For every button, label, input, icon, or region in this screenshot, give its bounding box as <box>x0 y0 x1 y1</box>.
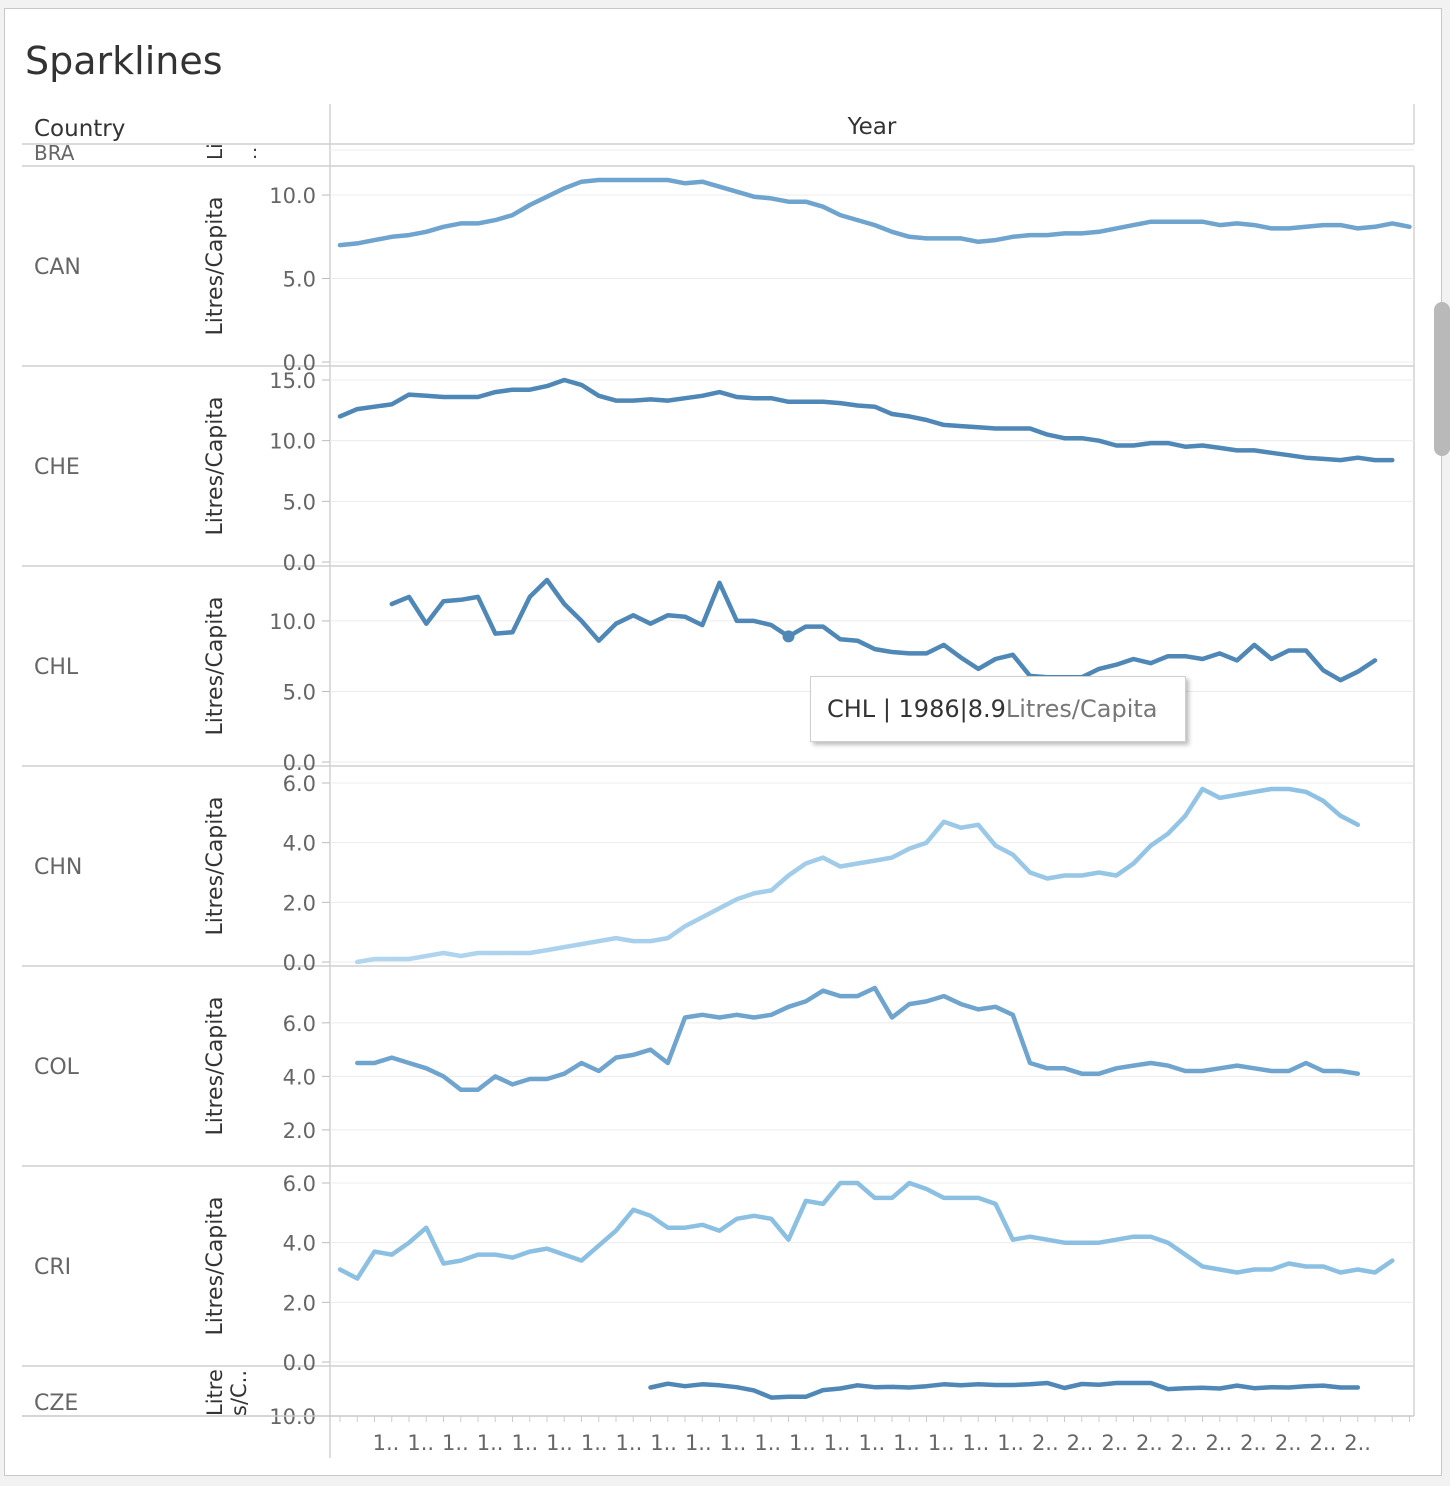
vertical-scrollbar-thumb[interactable] <box>1434 302 1450 456</box>
y-axis-title: Litres/Capita <box>203 997 228 1136</box>
x-tick-label: 2.. <box>1205 1431 1232 1455</box>
y-tick-label: 10.0 <box>269 610 316 634</box>
dashboard-frame: Sparklines <box>4 8 1442 1476</box>
y-tick-label: 15.0 <box>269 369 316 393</box>
tooltip-separator: | <box>875 695 899 723</box>
row-label-che: CHE <box>34 455 80 480</box>
x-tick-label: 1.. <box>858 1431 885 1455</box>
x-tick-label: 2.. <box>1310 1431 1337 1455</box>
y-tick-label: 0.0 <box>283 951 316 975</box>
pane-cri: CRI Litres/Capita 0.0 2.0 4.0 6.0 <box>22 1166 1415 1375</box>
x-tick-label: 1.. <box>789 1431 816 1455</box>
x-tick-label: 1.. <box>581 1431 608 1455</box>
y-tick-label: 4.0 <box>283 1232 316 1256</box>
y-axis-title: Litres/Capita <box>203 397 228 536</box>
x-tick-label: 1.. <box>893 1431 920 1455</box>
row-header-country: Country <box>34 116 125 142</box>
y-tick-label: 4.0 <box>283 1065 316 1089</box>
x-tick-label: 1.. <box>685 1431 712 1455</box>
x-tick-label: 2.. <box>1275 1431 1302 1455</box>
y-tick-label: 5.0 <box>283 268 316 292</box>
series-line-cri <box>337 1180 1395 1281</box>
tooltip-country: CHL <box>827 695 876 723</box>
x-tick-label: 1.. <box>650 1431 677 1455</box>
y-axis-title: Litres/Capita <box>203 597 228 736</box>
series-line-chl <box>389 577 1378 683</box>
y-tick-label: 2.0 <box>283 1291 316 1315</box>
y-axis-title-bra: Li <box>203 143 227 160</box>
x-tick-label: 2.. <box>1101 1431 1128 1455</box>
pane-col: COL Litres/Capita 2.0 4.0 6.0 <box>22 966 1415 1167</box>
y-tick-label: 5.0 <box>283 490 316 514</box>
x-tick-label: 1.. <box>373 1431 400 1455</box>
x-tick-label: 1.. <box>997 1431 1024 1455</box>
series-line-col <box>355 985 1361 1092</box>
tooltip-value: 8.9 <box>967 695 1006 723</box>
row-label-can: CAN <box>34 255 81 280</box>
x-tick-label: 2.. <box>1240 1431 1267 1455</box>
row-label-cri: CRI <box>34 1255 71 1280</box>
x-tick-label: 1.. <box>754 1431 781 1455</box>
x-tick-label: 1.. <box>963 1431 990 1455</box>
tooltip-unit: Litres/Capita <box>1005 695 1158 723</box>
series-line-cze <box>648 1380 1361 1400</box>
x-tick-label: 1.. <box>720 1431 747 1455</box>
y-tick-label: 0.0 <box>283 351 316 375</box>
pane-chl: CHL Litres/Capita 0.0 5.0 10.0 <box>22 566 1415 775</box>
y-tick-label: 4.0 <box>283 832 316 856</box>
series-line-chn <box>355 786 1361 965</box>
y-tick-label: 0.0 <box>283 751 316 775</box>
y-axis-title-cze: s/C.. <box>227 1370 251 1416</box>
x-tick-label: 2.. <box>1032 1431 1059 1455</box>
x-tick-label: 1.. <box>511 1431 538 1455</box>
x-tick-label: 1.. <box>477 1431 504 1455</box>
tooltip-year: 1986 <box>898 695 960 723</box>
y-axis-title-cze: Litre <box>203 1369 227 1416</box>
x-tick-label: 2.. <box>1171 1431 1198 1455</box>
y-tick-label: 10.0 <box>269 430 316 454</box>
highlighted-point <box>782 630 795 643</box>
y-tick-label: 5.0 <box>283 680 316 704</box>
x-tick-label: 1.. <box>824 1431 851 1455</box>
row-label-chn: CHN <box>34 855 82 880</box>
dashboard-title: Sparklines <box>25 39 223 83</box>
y-tick-label: 6.0 <box>283 1012 316 1036</box>
pane-che: CHE Litres/Capita 0.0 5.0 10.0 15.0 <box>22 366 1415 575</box>
chl-tooltip: CHL | 1986|8.9Litres/Capita <box>810 676 1186 742</box>
y-tick-label: 0.0 <box>283 1351 316 1375</box>
y-tick-label: 10.0 <box>269 1405 316 1429</box>
x-tick-label: 2.. <box>1344 1431 1371 1455</box>
x-axis: 1.. 1.. 1.. 1.. 1.. 1.. 1.. 1.. 1.. 1.. 1.. 1.. 1.. 1… <box>339 1416 1410 1455</box>
sparkline-panes: BRA Li: CAN Litres/Capita 0.0 5.0 10.0 CHE Litre… <box>22 141 1415 1429</box>
x-tick-label: 2.. <box>1136 1431 1163 1455</box>
y-tick-label: 6.0 <box>283 772 316 796</box>
y-tick-label: 6.0 <box>283 1172 316 1196</box>
x-tick-label: 2.. <box>1067 1431 1094 1455</box>
y-axis-title: Litres/Capita <box>203 197 228 336</box>
column-header-year: Year <box>847 114 897 140</box>
pane-cze: CZE Litre s/C.. 10.0 <box>34 1366 1415 1429</box>
series-line-che <box>337 377 1395 463</box>
pane-chn: CHN Litres/Capita 0.0 2.0 4.0 6.0 <box>22 766 1415 975</box>
pane-can: CAN Litres/Capita 0.0 5.0 10.0 <box>22 166 1415 375</box>
series-line-can <box>337 177 1412 248</box>
row-label-bra: BRA <box>34 141 75 165</box>
y-tick-label: 10.0 <box>269 184 316 208</box>
row-label-chl: CHL <box>34 655 79 680</box>
x-tick-label: 1.. <box>546 1431 573 1455</box>
y-tick-label: 2.0 <box>283 1119 316 1143</box>
row-label-cze: CZE <box>34 1391 78 1416</box>
tooltip-separator: | <box>959 695 968 723</box>
y-axis-title: Litres/Capita <box>203 797 228 936</box>
x-tick-label: 1.. <box>442 1431 469 1455</box>
y-axis-title: Litres/Capita <box>203 1197 228 1336</box>
y-axis-tick-bra: : <box>252 142 258 163</box>
y-tick-label: 2.0 <box>283 891 316 915</box>
x-tick-label: 1.. <box>928 1431 955 1455</box>
row-label-col: COL <box>34 1055 80 1080</box>
x-tick-label: 1.. <box>407 1431 434 1455</box>
y-tick-label: 0.0 <box>283 551 316 575</box>
x-tick-label: 1.. <box>616 1431 643 1455</box>
